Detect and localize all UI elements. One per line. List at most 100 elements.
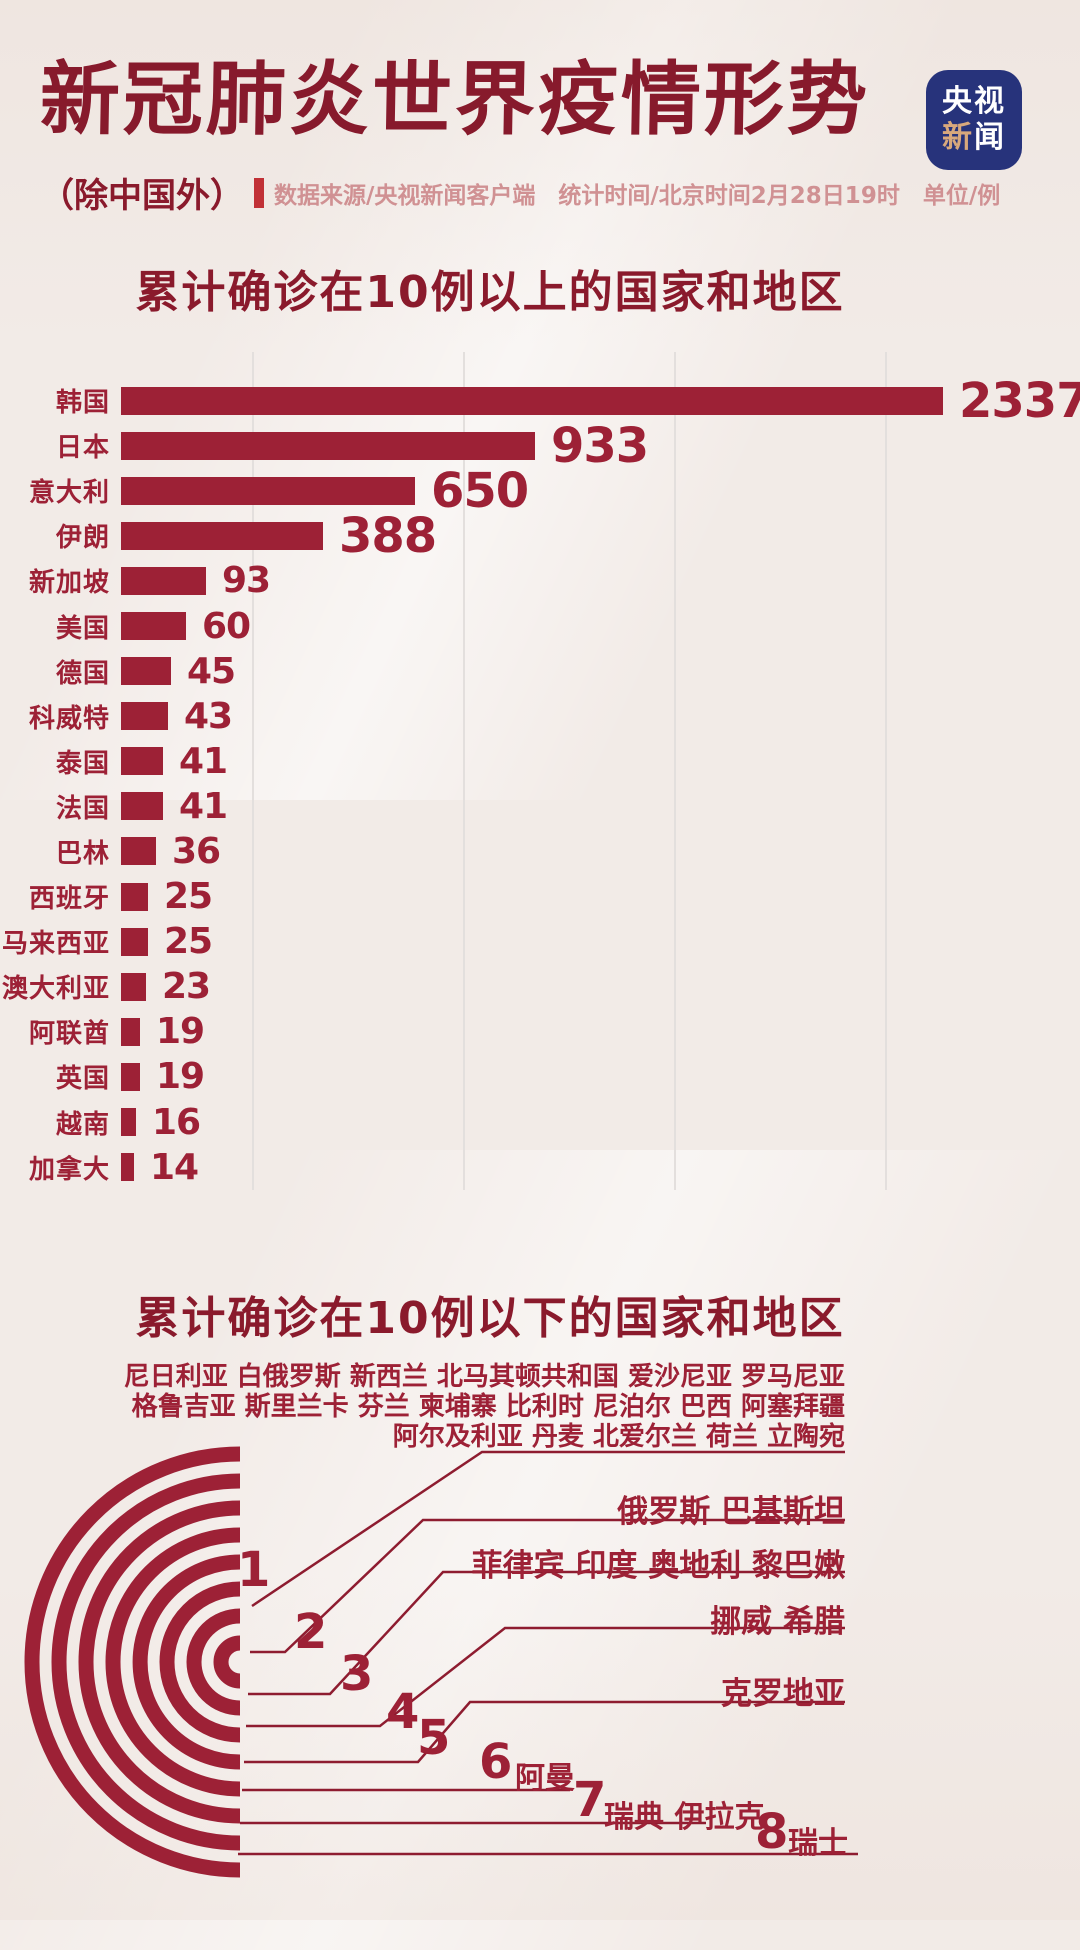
group-label-block: 尼日利亚 白俄罗斯 新西兰 北马其顿共和国 爱沙尼亚 罗马尼亚 格鲁吉亚 斯里兰卡… <box>124 1362 845 1452</box>
group-countries: 俄罗斯 巴基斯坦 <box>617 1494 845 1530</box>
bar <box>121 927 148 956</box>
bar <box>121 1108 136 1137</box>
subtitle-row: （除中国外） 数据来源/央视新闻客户端 统计时间/北京时间2月28日19时 单位… <box>40 168 1000 217</box>
bar <box>121 657 171 686</box>
scope-note: （除中国外） <box>40 176 244 216</box>
gridline <box>885 352 887 1190</box>
value-label: 25 <box>164 921 213 963</box>
arc-ring <box>24 1446 241 1878</box>
bar-row: 韩国 2337 <box>0 373 1080 429</box>
value-label: 93 <box>222 560 271 602</box>
bar-row: 巴林 36 <box>0 829 1080 874</box>
bar <box>121 1017 140 1046</box>
bar <box>121 972 146 1001</box>
section-over10-title: 累计确诊在10例以上的国家和地区 <box>135 267 845 318</box>
meta-text: 数据来源/央视新闻客户端 统计时间/北京时间2月28日19时 单位/例 <box>274 182 1001 209</box>
group-countries: 菲律宾 印度 奥地利 黎巴嫩 <box>471 1548 845 1584</box>
bar-row: 越南 16 <box>0 1100 1080 1145</box>
group-count: 4 <box>386 1684 420 1740</box>
gridline <box>252 352 254 1190</box>
country-label: 德国 <box>55 658 110 689</box>
value-label: 43 <box>184 695 233 737</box>
bar-row: 美国 60 <box>0 603 1080 648</box>
country-label: 法国 <box>55 793 110 824</box>
group-countries: 瑞士 <box>788 1826 848 1861</box>
country-label: 美国 <box>55 613 110 644</box>
group-countries: 阿曼 <box>515 1761 575 1796</box>
value-label: 19 <box>156 1011 205 1053</box>
bar <box>121 386 943 415</box>
value-label: 933 <box>551 417 649 474</box>
group-countries: 瑞典 伊拉克 <box>604 1800 765 1835</box>
arc-ring <box>186 1608 241 1716</box>
bar-row: 法国 41 <box>0 784 1080 829</box>
bar-row: 德国 45 <box>0 649 1080 694</box>
badge-line1: 央视 <box>942 84 1006 119</box>
value-label: 650 <box>431 462 529 519</box>
bar <box>121 476 415 505</box>
gridline <box>463 352 465 1190</box>
value-label: 14 <box>150 1146 199 1188</box>
group-label-block: 克罗地亚 <box>721 1668 845 1713</box>
country-label: 巴林 <box>55 838 110 869</box>
group-count: 6 <box>479 1734 513 1790</box>
value-label: 41 <box>179 740 228 782</box>
value-label: 23 <box>162 966 211 1008</box>
bar-chart: 韩国 2337 日本 933 意大利 650 伊朗 388 新加坡 93 美国 … <box>0 373 1080 1190</box>
gridline <box>674 352 676 1190</box>
page-title: 新冠肺炎世界疫情形势 <box>39 53 871 146</box>
bar-row: 日本 933 <box>0 418 1080 474</box>
value-label: 19 <box>156 1056 205 1098</box>
bar <box>121 431 535 460</box>
bar-row: 澳大利亚 23 <box>0 964 1080 1009</box>
country-label: 泰国 <box>55 748 110 779</box>
country-label: 阿联酋 <box>28 1019 110 1050</box>
bar-row: 阿联酋 19 <box>0 1009 1080 1054</box>
bar-row: 马来西亚 25 <box>0 919 1080 964</box>
badge-white-char: 闻 <box>974 120 1006 155</box>
separator-bar-icon <box>254 177 264 208</box>
bar <box>121 1062 140 1091</box>
bar <box>121 1153 134 1182</box>
country-label: 英国 <box>55 1064 110 1095</box>
group-count: 8 <box>755 1804 789 1860</box>
group-label-block: 挪威 希腊 <box>710 1596 845 1641</box>
bar-row: 泰国 41 <box>0 739 1080 784</box>
country-label: 科威特 <box>28 703 110 734</box>
value-label: 25 <box>164 876 213 918</box>
group-countries: 尼日利亚 白俄罗斯 新西兰 北马其顿共和国 爱沙尼亚 罗马尼亚 <box>123 1362 845 1392</box>
group-count: 2 <box>294 1604 328 1660</box>
bar <box>121 837 156 866</box>
value-label: 16 <box>152 1101 201 1143</box>
country-label: 韩国 <box>55 388 110 419</box>
arc-ring <box>78 1500 241 1824</box>
arc-ring <box>159 1581 241 1743</box>
country-label: 伊朗 <box>55 523 110 554</box>
bar <box>121 612 186 641</box>
group-countries: 克罗地亚 <box>721 1676 845 1712</box>
value-label: 41 <box>179 785 228 827</box>
bar <box>121 702 168 731</box>
bar <box>121 747 163 776</box>
value-label: 2337 <box>959 372 1080 429</box>
bar <box>121 566 206 595</box>
group-count: 5 <box>417 1710 451 1766</box>
country-label: 马来西亚 <box>1 929 110 960</box>
group-countries: 挪威 希腊 <box>710 1604 845 1640</box>
bar-row: 英国 19 <box>0 1054 1080 1099</box>
group-countries: 阿尔及利亚 丹麦 北爱尔兰 荷兰 立陶宛 <box>392 1422 845 1452</box>
value-label: 45 <box>187 650 236 692</box>
value-label: 36 <box>172 830 221 872</box>
bar-row: 加拿大 14 <box>0 1145 1080 1190</box>
value-label: 60 <box>202 605 251 647</box>
country-label: 日本 <box>55 433 110 464</box>
country-label: 加拿大 <box>28 1154 110 1185</box>
cctv-news-badge: 央视 新闻 <box>926 70 1022 170</box>
group-label-block: 菲律宾 印度 奥地利 黎巴嫩 <box>472 1540 845 1585</box>
bar-row: 意大利 650 <box>0 463 1080 519</box>
bar-row: 新加坡 93 <box>0 558 1080 603</box>
value-label: 388 <box>339 507 437 564</box>
bar <box>121 882 148 911</box>
arc-ring <box>132 1554 241 1770</box>
